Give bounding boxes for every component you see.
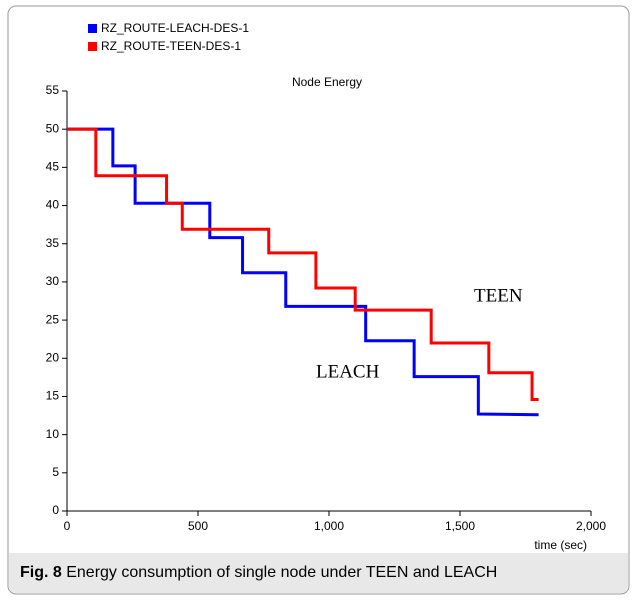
y-tick-label: 50 — [46, 121, 60, 135]
series-line — [67, 127, 539, 417]
chart-title: Node Energy — [292, 75, 362, 89]
y-tick-label: 5 — [52, 465, 59, 479]
y-tick-label: 20 — [46, 350, 60, 364]
y-tick-label: 55 — [46, 83, 60, 97]
x-axis-label: time (sec) — [534, 538, 587, 552]
legend-label: RZ_ROUTE-LEACH-DES-1 — [101, 21, 249, 35]
y-tick-label: 45 — [46, 160, 60, 174]
legend-swatch — [88, 42, 97, 51]
frame — [7, 5, 630, 595]
legend-label: RZ_ROUTE-TEEN-DES-1 — [101, 39, 241, 53]
y-tick-label: 0 — [52, 503, 59, 517]
x-tick-label: 500 — [188, 519, 208, 533]
x-tick-label: 2,000 — [576, 519, 606, 533]
y-tick-label: 15 — [46, 389, 60, 403]
caption-text: Energy consumption of single node under … — [66, 564, 497, 581]
y-tick-label: 25 — [46, 312, 60, 326]
series-line — [67, 127, 539, 402]
legend-swatch — [88, 24, 97, 33]
caption-label: Fig. 8 — [20, 564, 62, 581]
y-tick-label: 35 — [46, 236, 60, 250]
caption: Fig. 8 Energy consumption of single node… — [20, 564, 497, 581]
y-tick-label: 30 — [46, 274, 60, 288]
annotation: TEEN — [474, 285, 523, 306]
x-tick-label: 0 — [64, 519, 71, 533]
y-tick-label: 40 — [46, 198, 60, 212]
annotation: LEACH — [316, 361, 380, 382]
x-tick-label: 1,500 — [445, 519, 475, 533]
y-tick-label: 10 — [46, 427, 60, 441]
caption-band — [9, 553, 628, 593]
x-tick-label: 1,000 — [314, 519, 344, 533]
